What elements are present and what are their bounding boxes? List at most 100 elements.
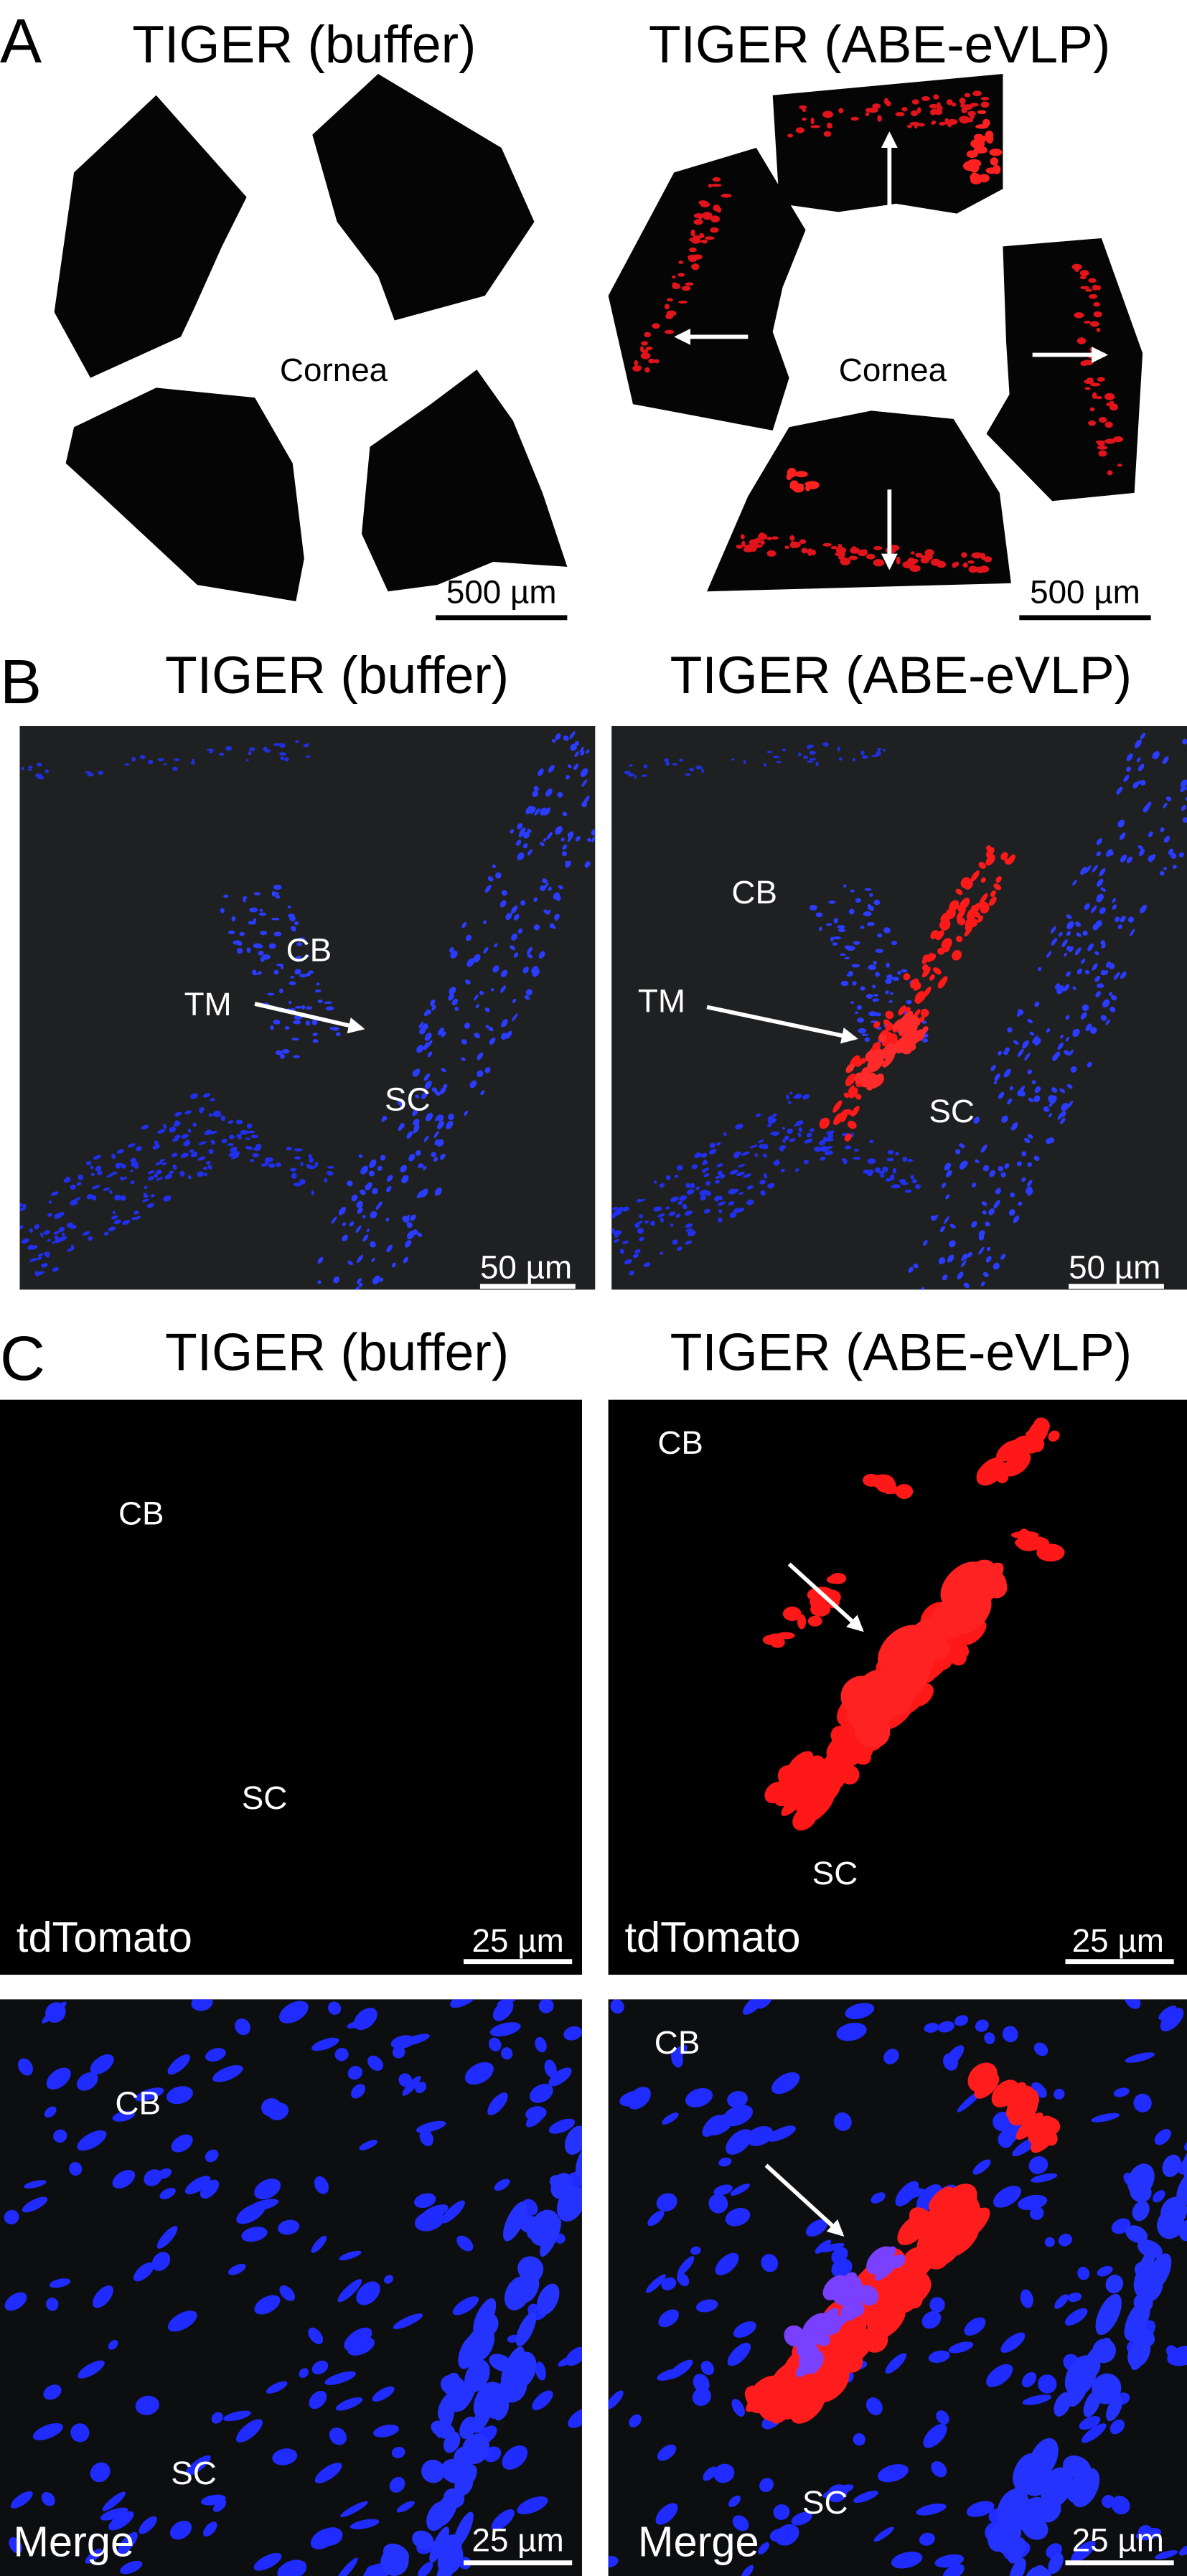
cell [919, 1287, 925, 1290]
cell [897, 2214, 929, 2245]
cell [120, 1176, 124, 1181]
cell [461, 2433, 490, 2465]
cell [861, 755, 868, 759]
cell [716, 1142, 721, 1146]
cell [794, 1168, 799, 1172]
cell [904, 1189, 912, 1193]
cell [861, 1033, 869, 1036]
scale-bar-label: 500 µm [1030, 573, 1140, 610]
cell [1084, 379, 1094, 385]
cell [114, 1194, 121, 1201]
cell [832, 942, 838, 946]
cell [459, 2416, 477, 2439]
cell [312, 1033, 316, 1037]
cell [627, 2087, 651, 2110]
cell [1138, 849, 1145, 857]
cell [335, 2557, 358, 2576]
cell [151, 1193, 155, 1198]
cell [1066, 931, 1071, 936]
cell [131, 1216, 136, 1221]
cell [1170, 852, 1177, 859]
cell [980, 901, 990, 911]
cell [913, 1263, 919, 1269]
cell [456, 2235, 474, 2252]
cell [786, 1094, 789, 1100]
cell [551, 738, 556, 743]
cell [961, 552, 967, 558]
cell [557, 791, 563, 798]
cell [799, 105, 807, 110]
cell [489, 1037, 496, 1045]
cell [862, 1076, 870, 1084]
region-label: SC [812, 1855, 858, 1891]
cell [392, 2046, 405, 2059]
channel-label: tdTomato [625, 1913, 801, 1961]
cell [1067, 2371, 1090, 2407]
cell [136, 1146, 142, 1152]
cell [63, 1177, 71, 1183]
cell [1107, 470, 1113, 476]
cell [82, 1231, 90, 1236]
cell [311, 2235, 327, 2253]
cell [98, 770, 104, 776]
cell [759, 2478, 774, 2493]
cell [379, 1277, 384, 1282]
cell [254, 2295, 281, 2315]
cell [980, 1282, 985, 1287]
cell [227, 1143, 234, 1147]
cell [505, 913, 512, 921]
cell [788, 1100, 792, 1105]
cell [876, 751, 881, 756]
cell [325, 1006, 334, 1011]
cell [268, 1163, 276, 1168]
cell [415, 1094, 420, 1099]
cell [359, 2140, 377, 2150]
cell [151, 2252, 171, 2271]
cell [253, 918, 257, 922]
cell [924, 2207, 949, 2233]
cell [787, 133, 794, 138]
cell [822, 742, 829, 747]
region-label: CB [657, 1424, 703, 1461]
cell [109, 1190, 113, 1195]
cell [164, 1174, 172, 1180]
cell [1076, 968, 1083, 974]
cell [268, 943, 276, 949]
cell [1162, 2154, 1181, 2178]
cell [1056, 985, 1064, 995]
cell [86, 1160, 92, 1165]
cell [211, 2412, 223, 2424]
cell [652, 323, 660, 329]
cell [300, 1161, 304, 1167]
cell [1005, 1047, 1010, 1053]
cell [254, 2178, 281, 2200]
cell [766, 537, 773, 540]
cell [19, 1225, 24, 1230]
cell [253, 2552, 282, 2571]
cell [203, 1166, 208, 1170]
cell [791, 2511, 812, 2526]
cell [782, 748, 786, 752]
cell [771, 536, 779, 540]
cell [893, 1040, 906, 1053]
column-title: TIGER (ABE-eVLP) [670, 1322, 1132, 1381]
cell [700, 1195, 707, 1201]
cell [370, 1291, 379, 1300]
cell [549, 2174, 573, 2193]
cell [591, 829, 596, 836]
cell [1100, 1015, 1107, 1021]
cell [1125, 2225, 1148, 2243]
cell [1152, 751, 1160, 760]
cell [690, 1183, 695, 1188]
cell [172, 766, 178, 771]
cell [461, 1057, 466, 1061]
cell [960, 877, 972, 888]
cell [97, 1170, 103, 1175]
cell [807, 760, 814, 763]
cell [700, 1152, 708, 1158]
cell [250, 1134, 258, 1139]
cell [965, 916, 975, 929]
cell [886, 1177, 892, 1182]
cell [412, 2530, 434, 2549]
cell [327, 1171, 334, 1176]
